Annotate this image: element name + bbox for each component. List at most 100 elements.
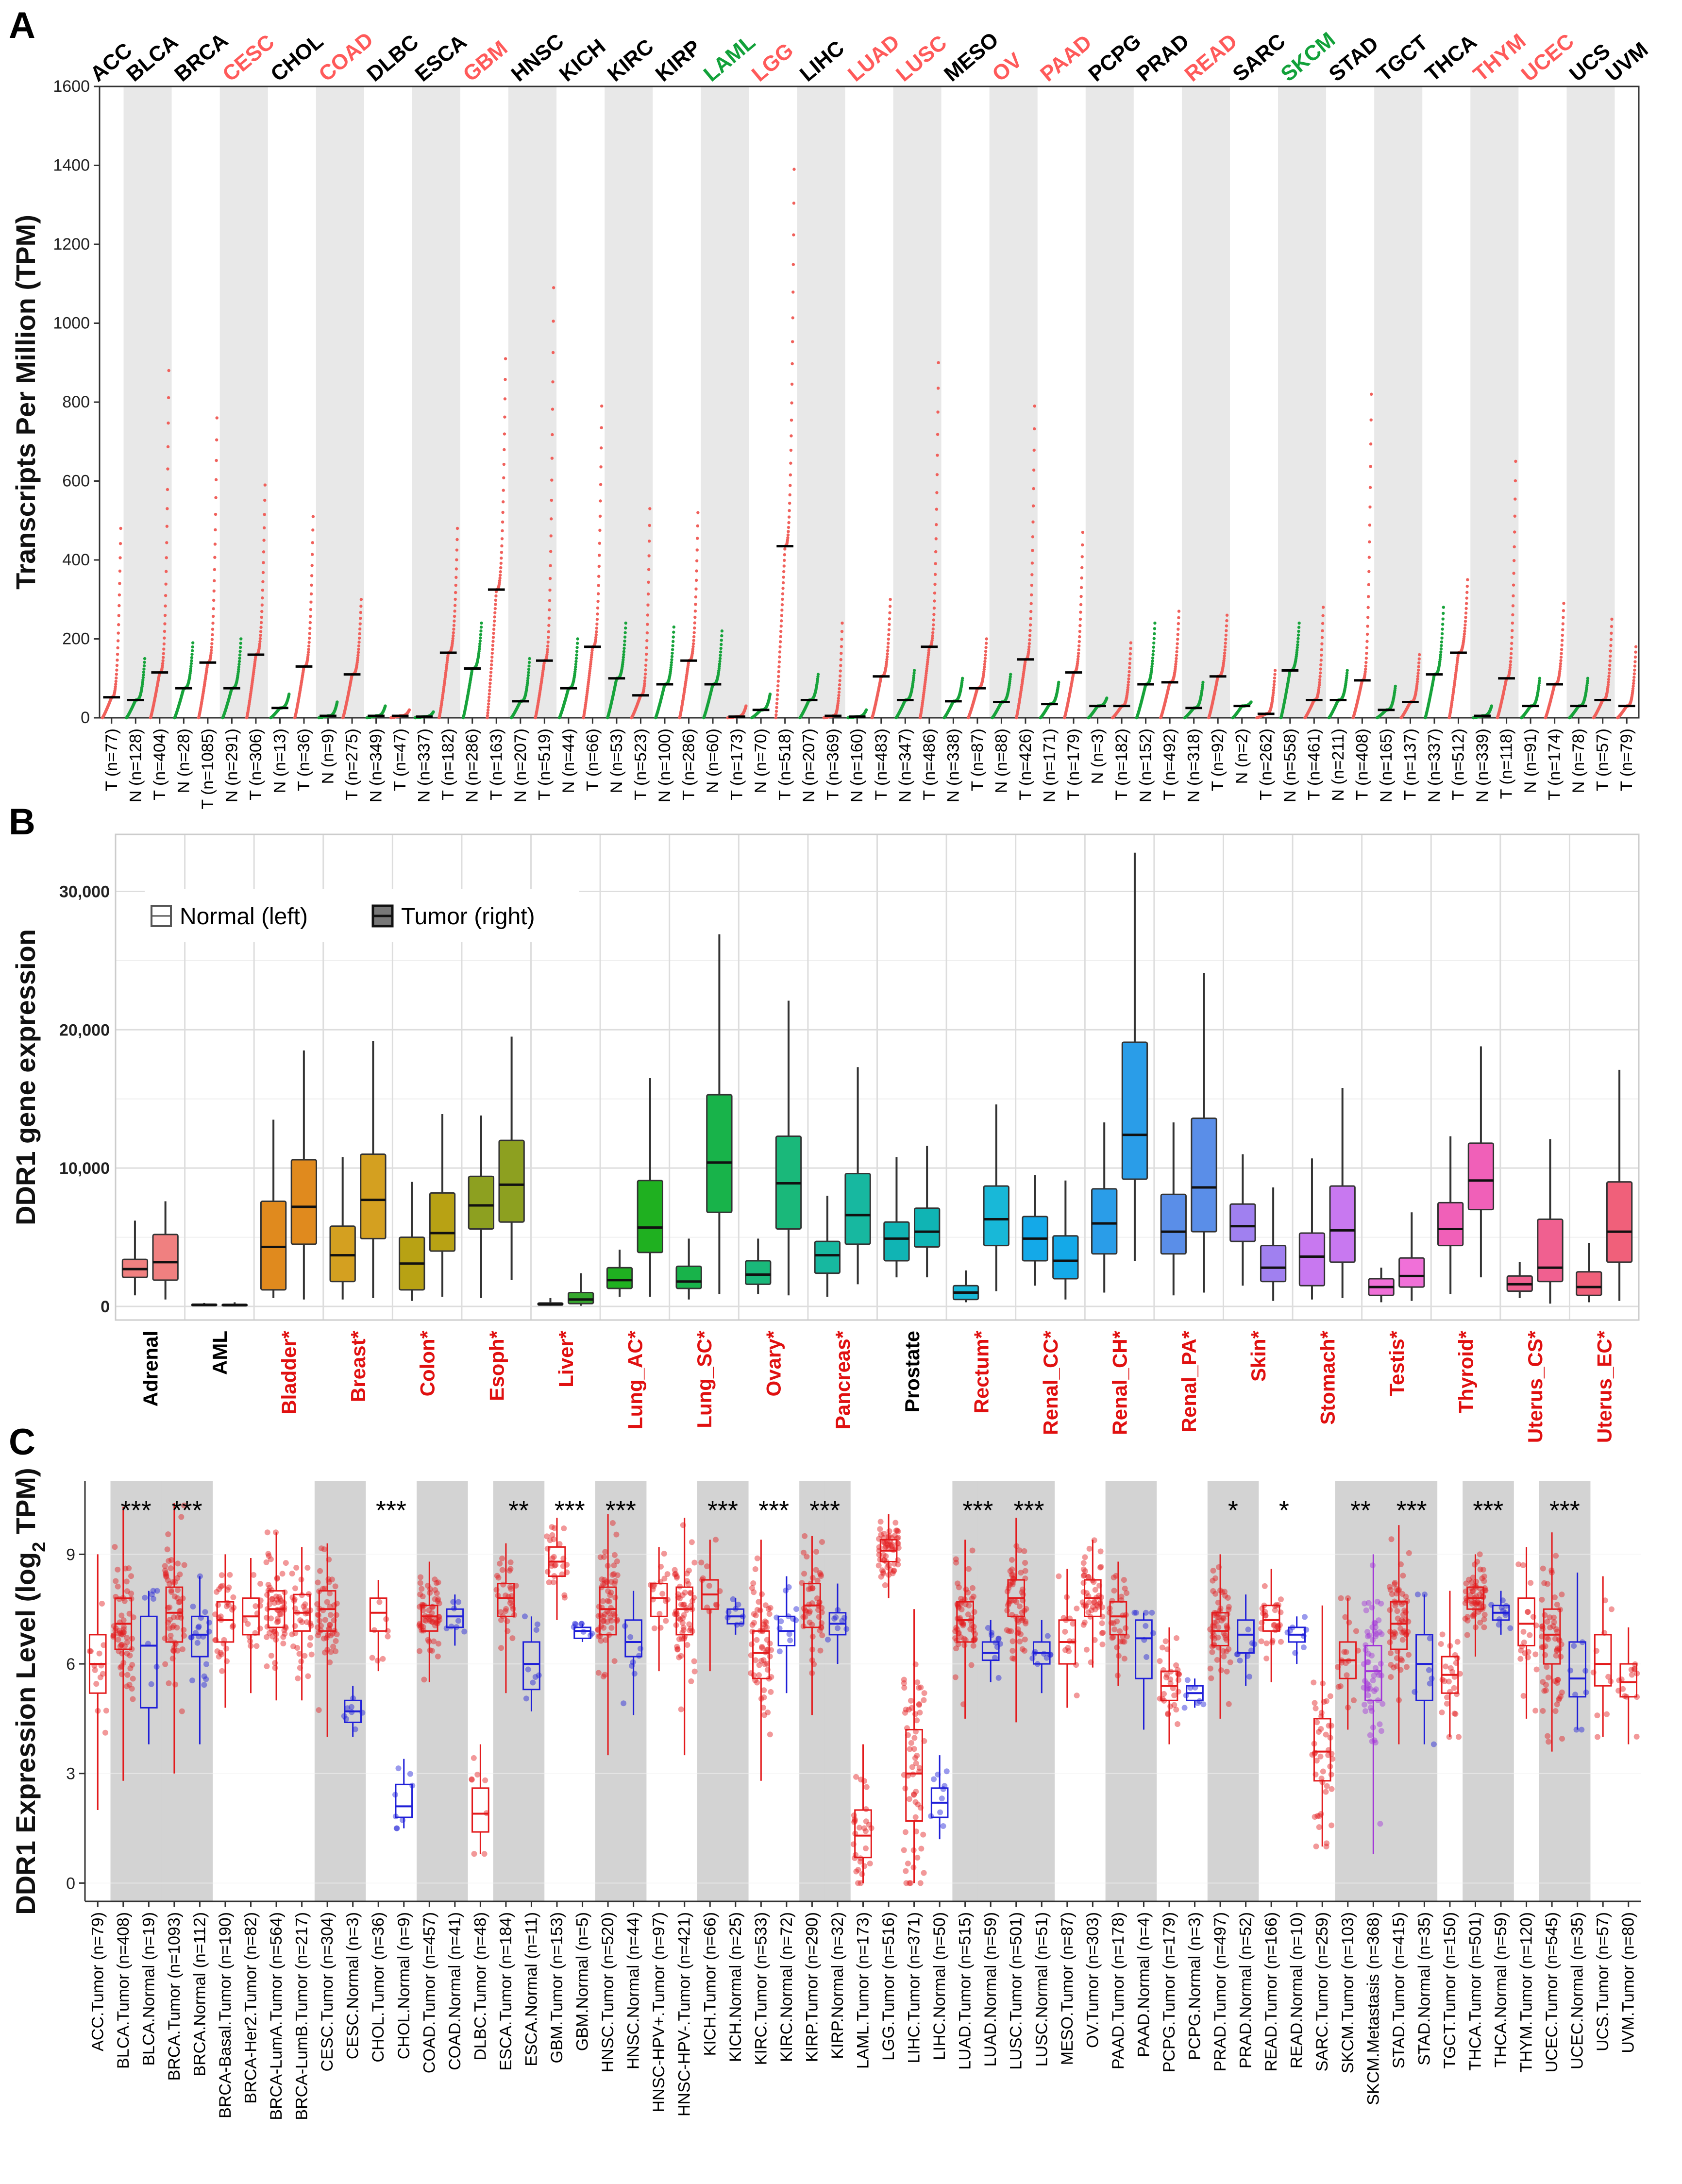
data-point-a (1509, 663, 1512, 667)
data-point-a (1318, 681, 1321, 684)
tissue-label-b: Uterus_EC* (1593, 1330, 1616, 1443)
data-point-a (236, 670, 240, 674)
data-point-a (1561, 633, 1564, 637)
data-point-a (646, 623, 649, 626)
data-point-a (455, 548, 459, 552)
data-point-a (1465, 596, 1468, 600)
data-point-a (590, 653, 593, 657)
data-point-a (1514, 459, 1517, 463)
data-point-a (500, 557, 503, 560)
data-point-a (550, 457, 554, 460)
data-point-a (167, 396, 170, 400)
data-point-a (912, 676, 915, 680)
data-point-a (550, 517, 553, 521)
data-point-a (166, 507, 169, 510)
x-tick-label-a: T (n=483) (872, 728, 891, 800)
data-point-a (1633, 660, 1637, 663)
data-point-a (778, 640, 782, 643)
normal-box (468, 1175, 495, 1230)
data-point-a (215, 458, 218, 462)
x-tick-label-a: N (n=339) (1473, 728, 1492, 802)
data-point-a (1634, 645, 1638, 648)
data-point-a (1367, 570, 1371, 574)
data-point-a (488, 678, 492, 681)
cancer-label-a: LUAD (843, 30, 904, 86)
data-point-a (694, 603, 697, 606)
tumor-box (152, 1234, 179, 1281)
data-point-a (432, 710, 435, 714)
data-point-a (309, 614, 312, 618)
x-tick-label-a: N (n=91) (1521, 728, 1540, 793)
data-point-a (213, 568, 217, 571)
data-point-a (600, 404, 604, 408)
data-point-a (166, 488, 169, 491)
data-point-a (775, 693, 779, 696)
y-tick-label-a: 1200 (53, 235, 90, 254)
data-point-a (167, 421, 170, 425)
data-point-a (453, 619, 456, 623)
data-point-a (888, 611, 891, 615)
data-point-a (1224, 642, 1227, 645)
data-point-a (1033, 427, 1036, 431)
tissue-label-b: Rectum* (970, 1330, 992, 1413)
data-point-a (647, 554, 651, 558)
data-point-a (500, 551, 504, 554)
tissue-label-b: Colon* (416, 1330, 439, 1396)
data-point-a (1127, 677, 1130, 680)
data-point-a (117, 623, 120, 626)
data-point-a (1608, 667, 1611, 671)
data-point-a (719, 650, 723, 654)
normal-box (329, 1225, 356, 1283)
data-point-a (791, 316, 794, 320)
data-point-a (263, 498, 267, 502)
data-point-a (599, 446, 603, 450)
data-point-a (887, 633, 891, 636)
data-point-a (526, 674, 530, 677)
data-point-a (841, 621, 844, 625)
data-point-a (786, 538, 790, 542)
data-point-a (1610, 625, 1614, 628)
data-point-a (1225, 619, 1228, 623)
data-point-a (648, 507, 652, 510)
data-point-a (1028, 638, 1031, 642)
data-point-a (936, 454, 939, 457)
data-point-a (1175, 650, 1178, 654)
data-point-a (598, 542, 602, 545)
data-point-a (1297, 626, 1301, 629)
data-point-a (118, 556, 122, 559)
cancer-label-a: SKCM (1276, 28, 1340, 86)
data-point-a (1028, 634, 1032, 637)
normal-box (260, 1201, 287, 1291)
data-point-a (237, 665, 241, 669)
data-point-a (165, 541, 168, 544)
tumor-box (1260, 1245, 1287, 1283)
data-point-a (548, 588, 552, 592)
data-point-a (1127, 674, 1131, 677)
cancer-label-a: UCEC (1517, 29, 1579, 86)
data-point-a (311, 541, 314, 544)
data-point-a (550, 498, 553, 502)
x-tick-label-a: T (n=512) (1449, 728, 1468, 800)
data-point-a (622, 650, 626, 653)
data-point-a (1076, 655, 1080, 658)
x-tick-label-a: T (n=57) (1594, 728, 1612, 791)
data-point-a (1009, 673, 1012, 676)
data-point-a (718, 662, 722, 666)
data-point-a (1079, 586, 1083, 589)
data-point-a (598, 528, 602, 532)
data-point-a (1152, 637, 1156, 641)
data-point-a (622, 643, 626, 647)
tumor-box (1606, 1181, 1633, 1263)
data-point-a (718, 665, 721, 668)
x-tick-label-a: T (n=519) (535, 728, 554, 800)
data-point-a (356, 654, 360, 657)
data-point-a (1416, 668, 1420, 672)
data-point-a (768, 693, 772, 696)
data-point-a (936, 387, 940, 390)
data-point-a (1272, 683, 1276, 686)
data-point-a (502, 476, 505, 480)
data-point-a (912, 674, 916, 677)
data-point-a (864, 708, 868, 711)
data-point-a (212, 607, 215, 610)
